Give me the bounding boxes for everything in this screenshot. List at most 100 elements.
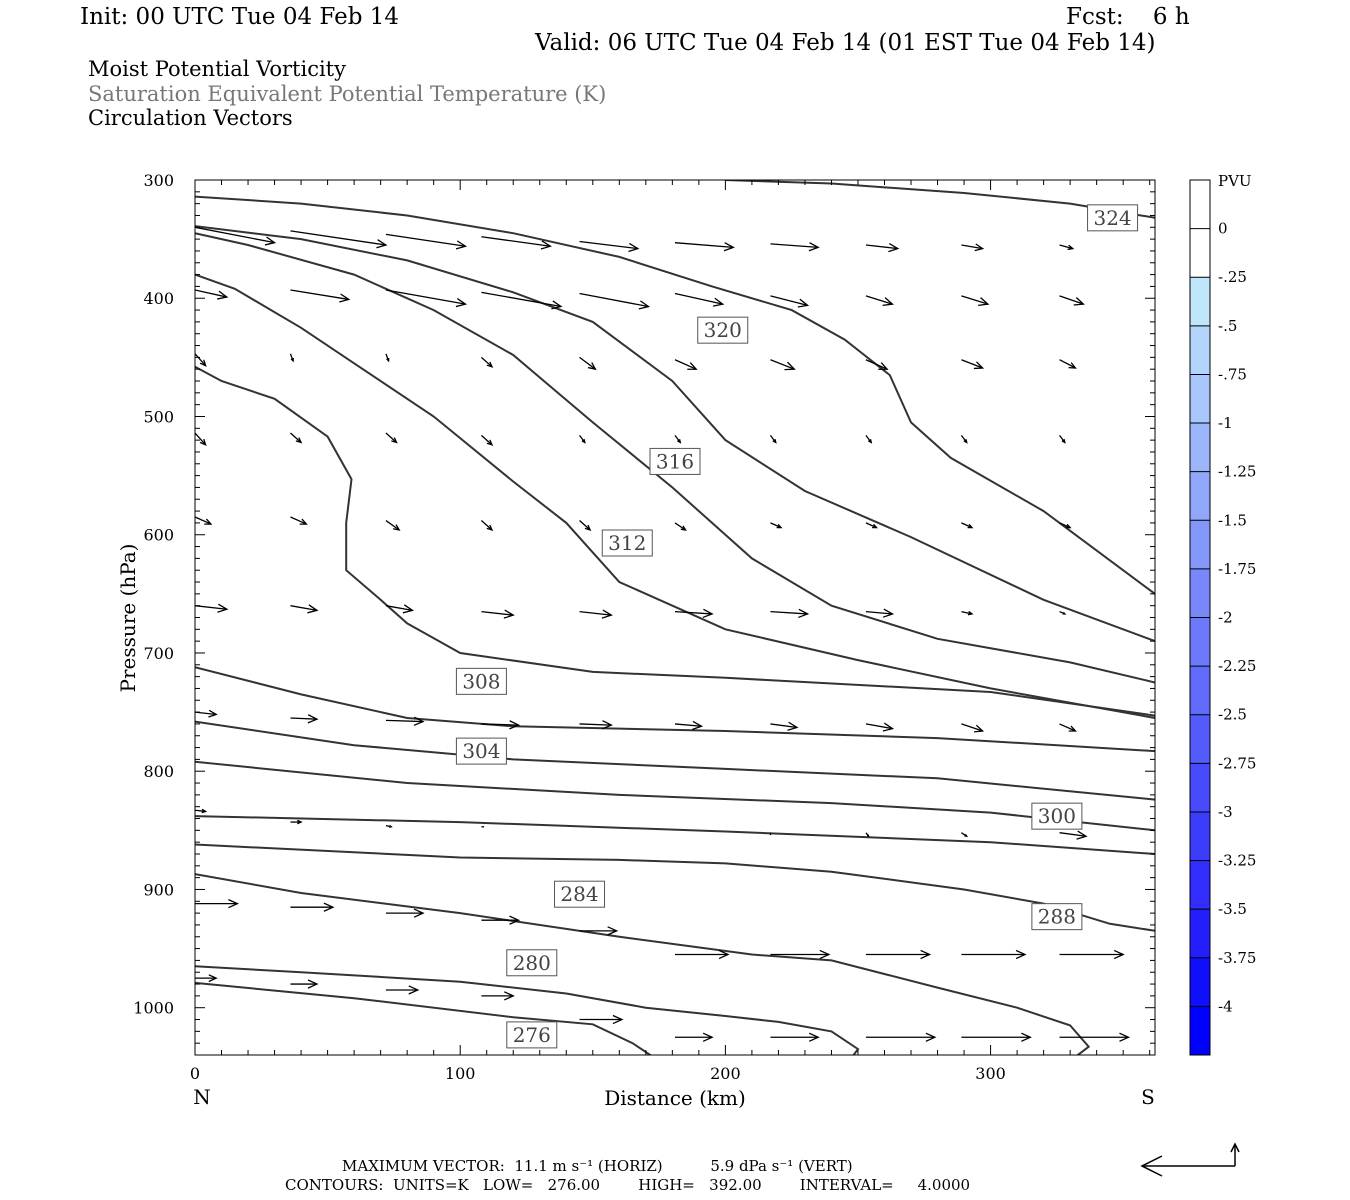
reference-vector	[1140, 1142, 1240, 1177]
x-tick-label: 0	[190, 1064, 200, 1083]
circulation-vector	[290, 714, 319, 724]
circulation-vector	[961, 1032, 1032, 1042]
colorbar-swatch	[1190, 763, 1210, 813]
contour-label-276: 276	[506, 1021, 558, 1049]
circulation-vector	[290, 289, 351, 303]
colorbar-swatch	[1190, 666, 1210, 716]
colorbar-swatch	[1190, 860, 1210, 910]
contour-label-288: 288	[1031, 903, 1083, 931]
contour-line-304	[195, 666, 1155, 753]
circulation-vector	[674, 720, 704, 731]
circulation-vector	[674, 522, 687, 531]
circulation-vector	[579, 720, 613, 730]
contour-label-300: 300	[1031, 802, 1083, 830]
contour-line-7	[195, 720, 1155, 801]
plot-frame	[194, 179, 1156, 1056]
circulation-vector	[865, 722, 895, 732]
max-vector-note: MAXIMUM VECTOR: 11.1 m s⁻¹ (HORIZ) 5.9 d…	[342, 1157, 853, 1175]
colorbar-label: -2.25	[1218, 657, 1256, 675]
contour-line-276	[195, 981, 653, 1055]
svg-text:284: 284	[560, 882, 598, 906]
colorbar-label: -1.5	[1218, 511, 1247, 529]
contour-line-280	[195, 965, 860, 1055]
circulation-vector	[290, 902, 335, 912]
colorbar-label: -.5	[1218, 317, 1237, 335]
circulation-vector	[481, 609, 515, 619]
circulation-vector	[579, 435, 586, 444]
circulation-vector	[195, 353, 207, 367]
circulation-vector	[195, 226, 277, 246]
contour-label-304: 304	[455, 737, 507, 765]
circulation-vector	[961, 359, 985, 370]
circulation-vector	[1059, 610, 1067, 615]
contour-line-308	[195, 273, 1155, 719]
circulation-vector	[770, 608, 810, 619]
circulation-vector	[385, 353, 390, 363]
circulation-vector	[385, 908, 425, 918]
circulation-vector	[865, 522, 878, 529]
colorbar-label: -1.25	[1218, 463, 1256, 481]
circulation-vector	[195, 289, 229, 300]
colorbar-swatch	[1190, 471, 1210, 521]
circulation-vector	[770, 721, 799, 731]
x-tick-label: 100	[445, 1064, 476, 1083]
circulation-vector	[289, 353, 294, 363]
contour-line-312	[195, 232, 1155, 684]
endpoint-north: N	[193, 1085, 211, 1109]
circulation-vector	[674, 435, 682, 444]
y-tick-label: 300	[143, 171, 174, 190]
field-title-theta-es: Saturation Equivalent Potential Temperat…	[88, 82, 607, 106]
colorbar-label: -2	[1218, 609, 1233, 627]
circulation-vector	[770, 295, 810, 308]
circulation-vector	[1059, 295, 1085, 306]
circulation-vector	[865, 949, 932, 960]
circulation-vector	[481, 915, 521, 925]
circulation-vector	[290, 604, 319, 614]
svg-text:300: 300	[1038, 804, 1076, 828]
contour-label-284: 284	[554, 880, 606, 908]
circulation-vector	[961, 522, 974, 529]
circulation-vector	[961, 949, 1027, 960]
circulation-vector	[865, 359, 889, 370]
circulation-vector	[961, 610, 974, 616]
colorbar-swatch	[1190, 1006, 1210, 1056]
circulation-vector	[290, 432, 303, 444]
circulation-vector	[385, 520, 401, 531]
y-tick-label: 700	[143, 644, 174, 663]
colorbar-label: -3.25	[1218, 852, 1256, 870]
circulation-vector	[961, 723, 985, 733]
contour-line-288	[195, 843, 1155, 932]
circulation-vector	[1059, 359, 1077, 369]
svg-text:308: 308	[462, 669, 500, 693]
contour-line-316	[195, 225, 1155, 643]
circulation-vector	[290, 516, 308, 525]
colorbar-swatch	[1190, 909, 1210, 959]
svg-text:280: 280	[513, 951, 551, 975]
circulation-vector	[290, 819, 303, 825]
circulation-vector	[385, 716, 425, 726]
circulation-vector	[865, 242, 900, 253]
circulation-vector	[480, 356, 494, 368]
colorbar: 0 -.25 -.5 -.75 -1 -1.25 -1.5 -1.75 -2 -2.25 -2.5 -…	[1189, 179, 1256, 1056]
circulation-vector	[1059, 435, 1066, 444]
colorbar-title: PVU	[1218, 172, 1252, 190]
circulation-vector	[1059, 830, 1088, 840]
contour-label-280: 280	[506, 949, 558, 977]
circulation-vector	[385, 289, 468, 308]
circulation-vector	[385, 604, 415, 614]
svg-text:276: 276	[513, 1023, 551, 1047]
colorbar-swatch	[1190, 180, 1210, 230]
contour-label-312: 312	[601, 529, 653, 557]
circulation-vector	[481, 236, 552, 250]
circulation-vector	[579, 356, 597, 371]
circulation-vector	[675, 1032, 714, 1042]
circulation-vector	[770, 522, 783, 529]
svg-text:316: 316	[656, 449, 694, 473]
svg-text:312: 312	[608, 531, 646, 555]
field-title-vectors: Circulation Vectors	[88, 106, 293, 130]
colorbar-label: -3.5	[1218, 900, 1247, 918]
contour-info: CONTOURS: UNITS=K LOW= 276.00 HIGH= 392.…	[285, 1176, 971, 1194]
y-tick-label: 1000	[133, 999, 174, 1018]
circulation-vector	[481, 720, 521, 730]
circulation-vector	[385, 985, 420, 995]
